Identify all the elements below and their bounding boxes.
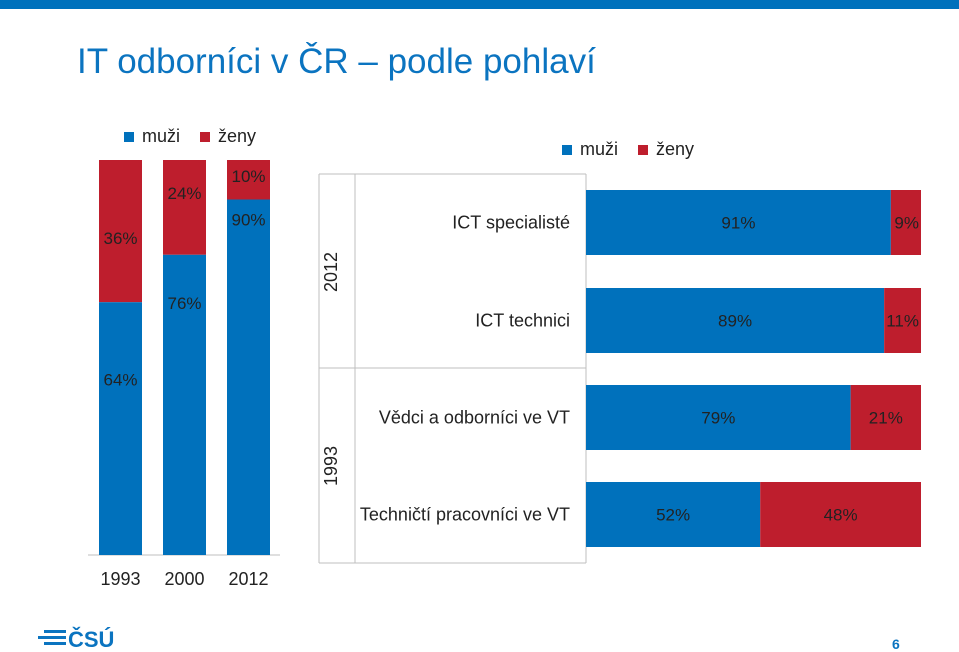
bar-zeny-row-3 <box>850 385 921 450</box>
right-chart-legend: muži ženy <box>562 139 714 160</box>
bar-muzi-1993 <box>99 302 142 555</box>
data-label-zeny-2000: 24% <box>167 184 201 203</box>
data-label-muzi-row-2: 89% <box>718 312 752 331</box>
category-label-row-3: Vědci a odborníci ve VT <box>379 408 570 428</box>
legend-swatch-female <box>638 144 649 155</box>
top-accent-bar <box>0 0 959 9</box>
x-tick-label-2012: 2012 <box>228 569 268 589</box>
data-label-muzi-1993: 64% <box>103 371 137 390</box>
x-tick-label-2000: 2000 <box>164 569 204 589</box>
data-label-muzi-row-3: 79% <box>701 409 735 428</box>
csu-logo: ČSÚ <box>38 627 114 650</box>
bar-muzi-row-4 <box>586 482 761 547</box>
csu-logo-text: ČSÚ <box>68 627 114 650</box>
bar-zeny-2000 <box>163 160 206 255</box>
bar-muzi-2000 <box>163 254 206 556</box>
legend-label-female: ženy <box>218 126 257 146</box>
x-tick-label-1993: 1993 <box>100 569 140 589</box>
bar-zeny-2012 <box>227 160 270 200</box>
category-label-row-4: Techničtí pracovníci ve VT <box>360 505 570 525</box>
legend-swatch-male <box>562 144 572 155</box>
bar-zeny-row-1 <box>890 190 921 255</box>
data-label-muzi-2000: 76% <box>167 294 201 313</box>
bar-zeny-row-4 <box>760 482 921 547</box>
left-chart-legend: muži ženy <box>124 126 276 147</box>
bar-muzi-row-3 <box>586 385 851 450</box>
bar-muzi-row-2 <box>586 288 885 353</box>
legend-swatch-male <box>124 131 134 142</box>
data-label-muzi-2012: 90% <box>231 211 265 230</box>
data-label-zeny-row-2: 11% <box>886 312 919 331</box>
data-label-zeny-1993: 36% <box>103 229 137 248</box>
legend-label-male: muži <box>142 126 181 146</box>
category-label-row-1: ICT specialisté <box>452 213 570 233</box>
data-label-muzi-row-1: 91% <box>721 214 755 233</box>
category-label-row-2: ICT technici <box>475 311 570 331</box>
group-label-2012: 2012 <box>321 252 341 292</box>
data-label-zeny-row-4: 48% <box>824 506 858 525</box>
data-label-muzi-row-4: 52% <box>656 506 690 525</box>
bar-zeny-1993 <box>99 160 142 303</box>
page-title: IT odborníci v ČR – podle pohlaví <box>77 42 596 81</box>
data-label-zeny-2012: 10% <box>231 167 265 186</box>
page-number: 6 <box>892 636 900 652</box>
legend-swatch-female <box>200 131 211 142</box>
bar-muzi-2012 <box>227 199 270 555</box>
bar-zeny-row-2 <box>884 288 921 353</box>
data-label-zeny-row-1: 9% <box>894 214 919 233</box>
bar-muzi-row-1 <box>586 190 891 255</box>
group-label-1993: 1993 <box>321 446 341 486</box>
legend-label-male: muži <box>580 139 619 159</box>
legend-label-female: ženy <box>656 139 695 159</box>
data-label-zeny-row-3: 21% <box>869 409 903 428</box>
